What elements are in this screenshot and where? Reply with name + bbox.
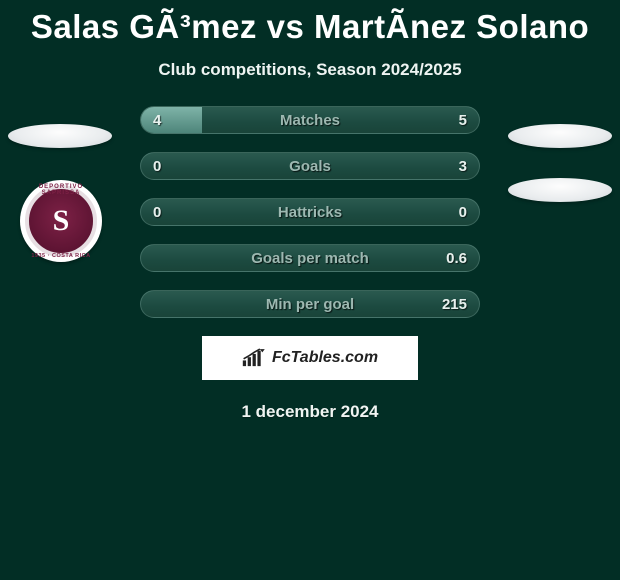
page-subtitle: Club competitions, Season 2024/2025 (0, 60, 620, 80)
crest-bottom-text: 1935 · COSTA RICA (20, 253, 102, 259)
stat-row: 0Goals3 (140, 152, 480, 180)
stat-right-value: 5 (459, 107, 467, 135)
stat-label: Min per goal (141, 291, 479, 319)
brand-box[interactable]: FcTables.com (202, 336, 418, 380)
stat-right-value: 215 (442, 291, 467, 319)
page-title: Salas GÃ³mez vs MartÃ­nez Solano (0, 0, 620, 46)
chart-icon (242, 348, 268, 368)
club-crest: DEPORTIVO SAPRISSA S 1935 · COSTA RICA (20, 180, 102, 262)
player-right-badge-placeholder (508, 124, 612, 148)
stat-label: Goals (141, 153, 479, 181)
stat-right-value: 0.6 (446, 245, 467, 273)
player-left-badge-placeholder (8, 124, 112, 148)
date-text: 1 december 2024 (0, 402, 620, 422)
stat-row: 0Hattricks0 (140, 198, 480, 226)
stat-label: Hattricks (141, 199, 479, 227)
crest-top-text: DEPORTIVO SAPRISSA (20, 184, 102, 196)
brand-text: FcTables.com (272, 349, 378, 367)
stat-right-value: 0 (459, 199, 467, 227)
stat-row: 4Matches5 (140, 106, 480, 134)
stat-label: Matches (141, 107, 479, 135)
player-right-badge-placeholder-2 (508, 178, 612, 202)
stat-row: Min per goal215 (140, 290, 480, 318)
stat-row: Goals per match0.6 (140, 244, 480, 272)
stat-right-value: 3 (459, 153, 467, 181)
crest-letter: S (53, 204, 70, 238)
stat-label: Goals per match (141, 245, 479, 273)
